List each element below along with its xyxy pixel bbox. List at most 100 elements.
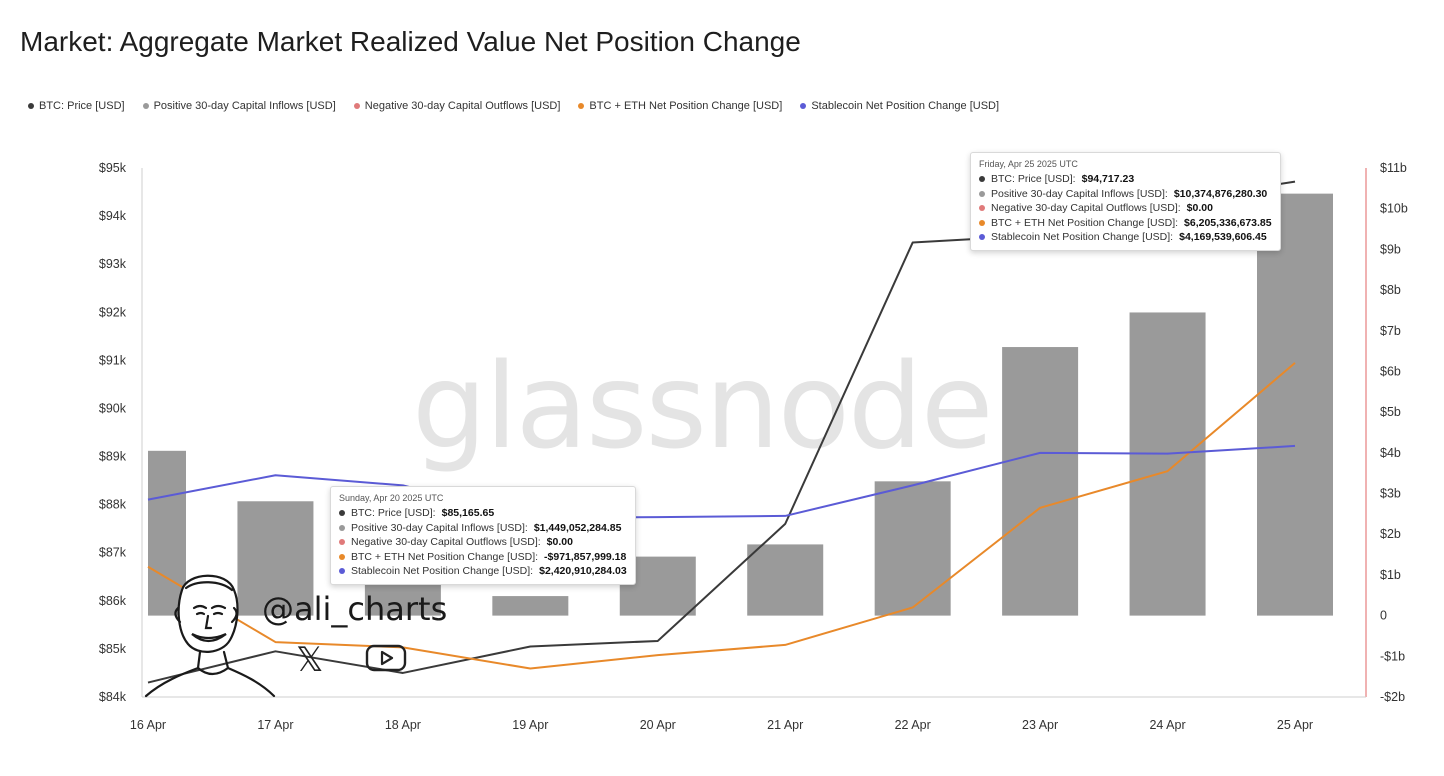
line-btc-eth-net-position [147,362,1296,670]
y-left-tick-label: $86k [99,594,127,608]
tooltip-dot-icon [979,176,985,183]
bar-capital-inflows [1129,312,1206,616]
avatar-caricature-icon [144,574,276,698]
y-right-tick-label: $1b [1380,568,1401,582]
y-right-tick-label: $4b [1380,446,1401,460]
x-tick-label: 23 Apr [1022,718,1058,732]
bar-capital-inflows [874,481,951,616]
y-right-tick-label: $3b [1380,487,1401,501]
tooltip-row: Stablecoin Net Position Change [USD]: $4,… [979,230,1272,245]
tooltip-value: $4,169,539,606.45 [1179,231,1267,243]
tooltip-dot-icon [339,539,345,546]
bar-capital-inflows [747,544,824,616]
y-left-tick-label: $93k [99,257,127,271]
tooltip-value: $0.00 [1186,202,1213,214]
legend-label: BTC + ETH Net Position Change [USD] [589,100,783,112]
tooltip-row: Positive 30-day Capital Inflows [USD]: $1… [979,187,1272,202]
x-tick-label: 24 Apr [1149,718,1185,732]
legend-item[interactable]: BTC: Price [USD] [28,97,125,115]
tooltip-row: Negative 30-day Capital Outflows [USD]: $… [979,201,1272,216]
tooltip-value: $1,449,052,284.85 [533,521,622,534]
tooltip-row: Negative 30-day Capital Outflows [USD]: $… [339,535,627,550]
tooltip-row: Stablecoin Net Position Change [USD]: $2,… [339,564,627,579]
y-right-tick-label: $6b [1380,364,1401,378]
y-right-tick-label: $7b [1380,324,1401,338]
tooltip-label: BTC: Price [USD]: [991,173,1076,185]
tooltip-value: $2,420,910,284.03 [539,565,627,577]
youtube-play-icon [365,644,407,672]
legend-dot-icon [353,103,360,109]
x-tick-label: 17 Apr [257,718,293,732]
tooltip-value: $0.00 [546,536,573,548]
tooltip-label: Positive 30-day Capital Inflows [USD]: [351,521,528,534]
y-right-tick-label: $11b [1380,161,1407,175]
tooltip-row: BTC: Price [USD]: $85,165.65 [339,506,627,521]
legend-label: Stablecoin Net Position Change [USD] [811,100,1000,112]
y-left-tick-label: $91k [99,353,127,367]
tooltip-dot-icon [339,524,345,531]
tooltip-row: BTC: Price [USD]: $94,717.23 [979,172,1272,187]
x-tick-label: 16 Apr [130,718,166,732]
tooltip-label: BTC: Price [USD]: [351,507,436,519]
legend-dot-icon [142,103,149,109]
y-right-tick-label: $2b [1380,527,1401,541]
tooltip-row: BTC + ETH Net Position Change [USD]: -$97… [339,550,627,565]
legend-label: Positive 30-day Capital Inflows [USD] [153,100,336,112]
tooltip-label: Negative 30-day Capital Outflows [USD]: [351,536,541,548]
y-right-tick-label: 0 [1380,609,1387,623]
y-right-tick-label: $5b [1380,405,1401,419]
chart-title: Market: Aggregate Market Realized Value … [20,26,801,57]
hover-tooltip: Sunday, Apr 20 2025 UTC BTC: Price [USD]:… [330,486,636,585]
tooltip-label: Positive 30-day Capital Inflows [USD]: [991,187,1168,200]
y-right-tick-label: -$1b [1380,649,1405,663]
tooltip-row: BTC + ETH Net Position Change [USD]: $6,2… [979,216,1272,231]
line-stablecoin-net-position [147,444,1296,519]
legend-item[interactable]: BTC + ETH Net Position Change [USD] [578,97,782,115]
bar-capital-inflows [492,596,569,616]
y-left-tick-label: $87k [99,546,127,560]
y-right-tick-label: $10b [1380,202,1408,216]
legend-dot-icon [800,103,807,109]
y-left-tick-label: $95k [99,161,127,175]
y-left-tick-label: $94k [99,209,127,223]
bar-capital-inflows [148,450,186,616]
tooltip-value: $6,205,336,673.85 [1184,216,1272,229]
legend-item[interactable]: Positive 30-day Capital Inflows [USD] [142,97,336,115]
tooltip-dot-icon [979,205,985,212]
tooltip-value: -$971,857,999.18 [544,550,627,563]
y-left-tick-label: $88k [99,498,127,512]
hover-tooltip: Friday, Apr 25 2025 UTC BTC: Price [USD]:… [970,152,1281,251]
y-left-tick-label: $85k [99,642,127,656]
x-tick-label: 19 Apr [512,718,548,732]
bar-capital-inflows [1257,193,1333,616]
legend: BTC: Price [USD] Positive 30-day Capital … [28,97,999,115]
tooltip-dot-icon [979,219,985,226]
tooltip-value: $10,374,876,280.30 [1173,187,1268,200]
tooltip-value: $85,165.65 [441,507,495,519]
x-tick-label: 18 Apr [385,718,421,732]
tooltip-dot-icon [979,234,985,241]
y-left-tick-label: $89k [99,450,127,464]
x-tick-label: 20 Apr [640,718,676,732]
legend-item[interactable]: Negative 30-day Capital Outflows [USD] [353,97,560,115]
bar-capital-inflows [1002,347,1079,616]
legend-label: BTC: Price [USD] [39,100,125,112]
x-tick-label: 21 Apr [767,718,803,732]
tooltip-label: Stablecoin Net Position Change [USD]: [351,565,534,577]
y-left-tick-label: $90k [99,401,127,415]
x-logo-icon: 𝕏 [296,640,324,680]
y-right-tick-label: $8b [1380,283,1401,297]
watermark-glassnode: glassnode [412,337,993,475]
tooltip-date: Sunday, Apr 20 2025 UTC [339,493,444,503]
y-left-tick-label: $84k [99,690,127,704]
y-right-tick-label: -$2b [1380,690,1405,704]
tooltip-label: BTC + ETH Net Position Change [USD]: [351,550,539,563]
tooltip-label: BTC + ETH Net Position Change [USD]: [991,216,1179,229]
tooltip-date: Friday, Apr 25 2025 UTC [979,159,1078,169]
tooltip-dot-icon [979,190,985,197]
x-tick-label: 22 Apr [895,718,931,732]
legend-item[interactable]: Stablecoin Net Position Change [USD] [800,97,999,115]
tooltip-dot-icon [339,568,345,575]
tooltip-label: Negative 30-day Capital Outflows [USD]: [991,202,1181,214]
